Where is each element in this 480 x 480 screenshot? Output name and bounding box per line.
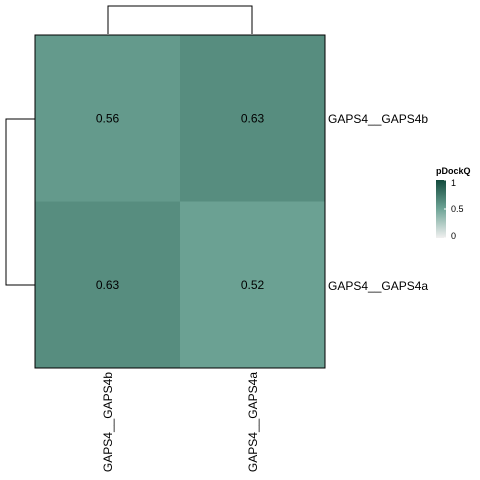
color-legend: pDockQ 1 0.5 0 [436,166,471,241]
row-label-1: GAPS4__GAPS4a [328,279,428,293]
legend-tick-label-1: 0.5 [451,204,464,214]
cell-value-label-0-1: 0.63 [241,111,265,125]
cell-value-label-0-0: 0.56 [96,111,120,125]
heatmap-cell-1-0 [35,201,180,368]
row-dendrogram [5,118,35,286]
cell-value-label-1-1: 0.52 [241,278,265,292]
heatmap-cell-0-1 [180,35,325,202]
column-label-0: GAPS4__GAPS4b [101,372,115,472]
heatmap-cell-0-0 [35,35,180,202]
column-label-1: GAPS4__GAPS4a [246,372,260,472]
legend-tick-label-2: 0 [451,231,456,241]
cell-value-label-1-0: 0.63 [96,278,120,292]
legend-tick-label-0: 1 [451,178,456,188]
legend-title: pDockQ [436,166,471,176]
row-label-0: GAPS4__GAPS4b [328,112,428,126]
heatmap-border [34,34,326,369]
heatmap-cell-1-1 [180,201,325,368]
heatmap-cells: 0.56 0.63 0.63 0.52 [35,35,325,368]
legend-colorbar [436,180,446,238]
column-dendrogram [107,5,253,34]
